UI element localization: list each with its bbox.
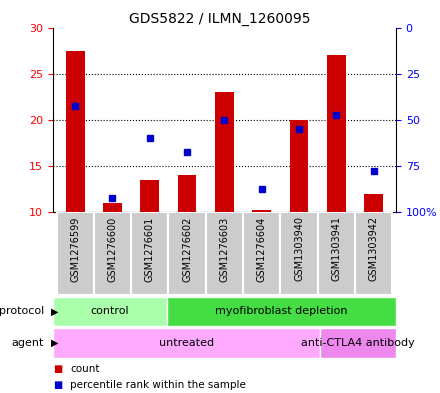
Text: percentile rank within the sample: percentile rank within the sample — [70, 380, 246, 390]
Bar — [280, 212, 318, 295]
Text: GSM1303942: GSM1303942 — [369, 217, 378, 281]
Text: anti-CTLA4 antibody: anti-CTLA4 antibody — [301, 338, 415, 348]
Bar — [290, 120, 308, 212]
Text: GSM1276602: GSM1276602 — [182, 217, 192, 282]
Text: GSM1303940: GSM1303940 — [294, 217, 304, 281]
Text: GDS5822 / ILMN_1260095: GDS5822 / ILMN_1260095 — [129, 12, 311, 26]
Bar — [103, 203, 122, 212]
Bar — [53, 328, 320, 358]
Bar — [131, 212, 169, 295]
Bar — [140, 180, 159, 212]
Text: GSM1303941: GSM1303941 — [331, 217, 341, 281]
Text: ■: ■ — [53, 364, 62, 375]
Bar — [243, 212, 280, 295]
Bar — [215, 92, 234, 212]
Bar — [167, 297, 396, 326]
Bar — [178, 175, 196, 212]
Bar — [355, 212, 392, 295]
Bar — [320, 328, 396, 358]
Bar — [327, 55, 346, 212]
Bar — [364, 194, 383, 212]
Bar — [56, 212, 94, 295]
Bar — [253, 210, 271, 212]
Text: myofibroblast depletion: myofibroblast depletion — [215, 307, 348, 316]
Bar — [66, 51, 84, 212]
Bar — [53, 297, 167, 326]
Text: agent: agent — [11, 338, 44, 348]
Text: GSM1276604: GSM1276604 — [257, 217, 267, 282]
Text: GSM1276603: GSM1276603 — [220, 217, 229, 282]
Text: ■: ■ — [53, 380, 62, 390]
Text: GSM1276600: GSM1276600 — [107, 217, 117, 282]
Text: ▶: ▶ — [51, 338, 58, 348]
Text: GSM1276599: GSM1276599 — [70, 217, 80, 282]
Text: untreated: untreated — [159, 338, 214, 348]
Bar — [206, 212, 243, 295]
Text: GSM1276601: GSM1276601 — [145, 217, 155, 282]
Bar — [94, 212, 131, 295]
Bar — [318, 212, 355, 295]
Bar — [169, 212, 206, 295]
Text: control: control — [91, 307, 129, 316]
Text: count: count — [70, 364, 100, 375]
Text: protocol: protocol — [0, 307, 44, 316]
Text: ▶: ▶ — [51, 307, 58, 316]
